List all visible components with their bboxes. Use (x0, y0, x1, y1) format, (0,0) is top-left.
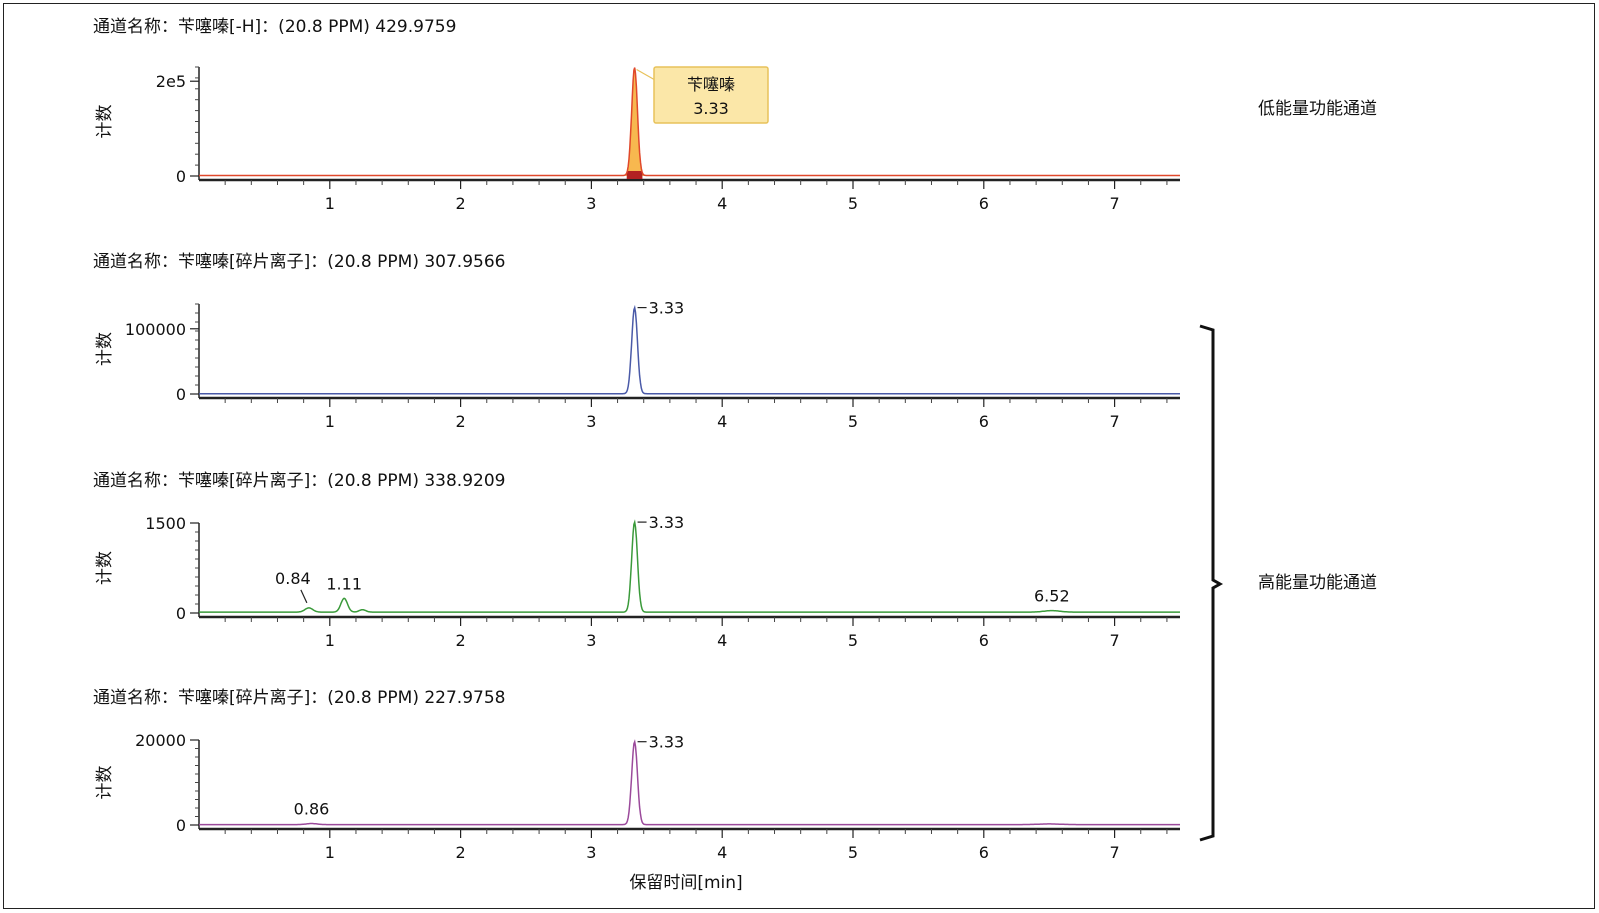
peak-label: 0.84 (275, 569, 311, 588)
y-tick-label: 2e5 (156, 72, 186, 91)
x-tick-label: 7 (1110, 194, 1120, 213)
x-tick-label: 5 (848, 631, 858, 650)
peak-label: 1.11 (326, 574, 362, 593)
chart-title: 通道名称：苄噻嗪[碎片离子]：(20.8 PPM) 338.9209 (93, 471, 505, 491)
x-tick-label: 3 (586, 843, 596, 862)
high-energy-channel-label: 高能量功能通道 (1258, 573, 1377, 593)
callout-compound-name: 苄噻嗪 (687, 75, 735, 94)
chart-3: 通道名称：苄噻嗪[碎片离子]：(20.8 PPM) 338.9209计数0150… (93, 471, 1180, 650)
x-tick-label: 6 (979, 412, 989, 431)
peak-label: 6.52 (1034, 587, 1070, 606)
y-axis-label: 计数 (95, 551, 115, 585)
peak-label: 3.33 (649, 299, 685, 318)
figure-frame (3, 3, 1595, 909)
x-tick-label: 7 (1110, 412, 1120, 431)
x-tick-label: 1 (325, 843, 335, 862)
chromatogram-trace (199, 519, 1180, 613)
x-tick-label: 2 (456, 412, 466, 431)
chart-title: 通道名称：苄噻嗪[碎片离子]：(20.8 PPM) 307.9566 (93, 252, 505, 272)
chromatogram-trace (199, 304, 1180, 395)
callout-retention-time: 3.33 (693, 99, 729, 118)
x-tick-label: 3 (586, 631, 596, 650)
x-tick-label: 6 (979, 194, 989, 213)
y-axis-label: 计数 (95, 766, 115, 800)
x-tick-label: 2 (456, 631, 466, 650)
y-tick-label: 1500 (145, 514, 186, 533)
integration-marker (626, 171, 643, 179)
x-tick-label: 2 (456, 843, 466, 862)
x-tick-label: 1 (325, 194, 335, 213)
chart-title: 通道名称：苄噻嗪[碎片离子]：(20.8 PPM) 227.9758 (93, 688, 505, 708)
high-energy-bracket (1199, 324, 1224, 842)
x-tick-label: 5 (848, 412, 858, 431)
x-axis-label: 保留时间[min] (629, 873, 742, 893)
x-tick-label: 3 (586, 412, 596, 431)
peak-label: 3.33 (649, 733, 685, 752)
chart-4: 通道名称：苄噻嗪[碎片离子]：(20.8 PPM) 227.9758 计数 0 200… (93, 688, 1180, 862)
x-tick-label: 1 (325, 631, 335, 650)
chart-title: 通道名称：苄噻嗪[-H]：(20.8 PPM) 429.9759 (93, 17, 456, 37)
x-tick-label: 6 (979, 631, 989, 650)
x-tick-label: 5 (848, 843, 858, 862)
chromatogram-trace (199, 739, 1180, 826)
callout-leader (636, 68, 656, 81)
y-tick-label: 20000 (135, 731, 186, 750)
x-tick-label: 3 (586, 194, 596, 213)
x-tick-label: 7 (1110, 631, 1120, 650)
chromatogram-trace (199, 67, 1180, 177)
y-tick-label: 0 (176, 167, 186, 186)
peak-label: 3.33 (649, 513, 685, 532)
x-tick-label: 6 (979, 843, 989, 862)
peak-leader-line (300, 589, 308, 604)
x-tick-label: 2 (456, 194, 466, 213)
y-axis-label: 计数 (95, 105, 115, 139)
x-tick-label: 4 (717, 843, 727, 862)
x-tick-label: 5 (848, 194, 858, 213)
y-tick-label: 0 (176, 385, 186, 404)
y-tick-label: 0 (176, 816, 186, 835)
x-tick-label: 7 (1110, 843, 1120, 862)
chart-2: 通道名称：苄噻嗪[碎片离子]：(20.8 PPM) 307.9566 计数 0 100… (93, 252, 1180, 431)
chart-1: 通道名称：苄噻嗪[-H]：(20.8 PPM) 429.9759 计数 0 2e5 1 2… (93, 17, 1180, 213)
peak-callout-box (653, 66, 769, 124)
low-energy-channel-label: 低能量功能通道 (1258, 99, 1377, 119)
x-tick-label: 4 (717, 631, 727, 650)
y-tick-label: 100000 (125, 320, 186, 339)
x-tick-label: 4 (717, 412, 727, 431)
y-axis-label: 计数 (95, 332, 115, 366)
peak-label: 0.86 (294, 800, 330, 819)
x-tick-label: 1 (325, 412, 335, 431)
y-tick-label: 0 (176, 604, 186, 623)
x-tick-label: 4 (717, 194, 727, 213)
